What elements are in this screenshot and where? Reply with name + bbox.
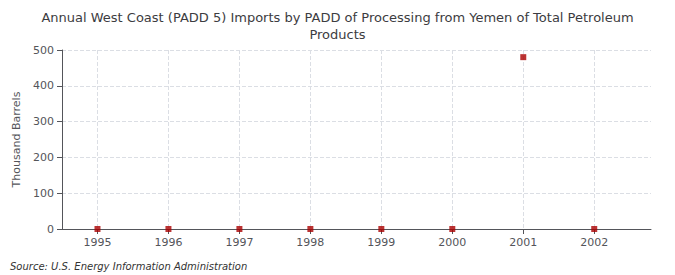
- svg-text:Products: Products: [309, 27, 365, 42]
- svg-text:400: 400: [33, 79, 54, 92]
- svg-text:1996: 1996: [154, 236, 182, 249]
- svg-text:1999: 1999: [367, 236, 395, 249]
- svg-text:1995: 1995: [83, 236, 111, 249]
- svg-text:1998: 1998: [296, 236, 324, 249]
- svg-text:1997: 1997: [225, 236, 253, 249]
- svg-text:500: 500: [33, 44, 54, 57]
- svg-text:300: 300: [33, 115, 54, 128]
- svg-text:200: 200: [33, 151, 54, 164]
- svg-text:2002: 2002: [580, 236, 608, 249]
- svg-text:2001: 2001: [509, 236, 537, 249]
- svg-text:100: 100: [33, 187, 54, 200]
- svg-text:Thousand Barrels: Thousand Barrels: [10, 91, 23, 188]
- svg-text:Source: U.S. Energy Informatio: Source: U.S. Energy Information Administ…: [10, 261, 247, 272]
- svg-text:0: 0: [47, 223, 54, 236]
- svg-text:2000: 2000: [438, 236, 466, 249]
- svg-text:Annual West Coast (PADD 5) Imp: Annual West Coast (PADD 5) Imports by PA…: [41, 10, 633, 25]
